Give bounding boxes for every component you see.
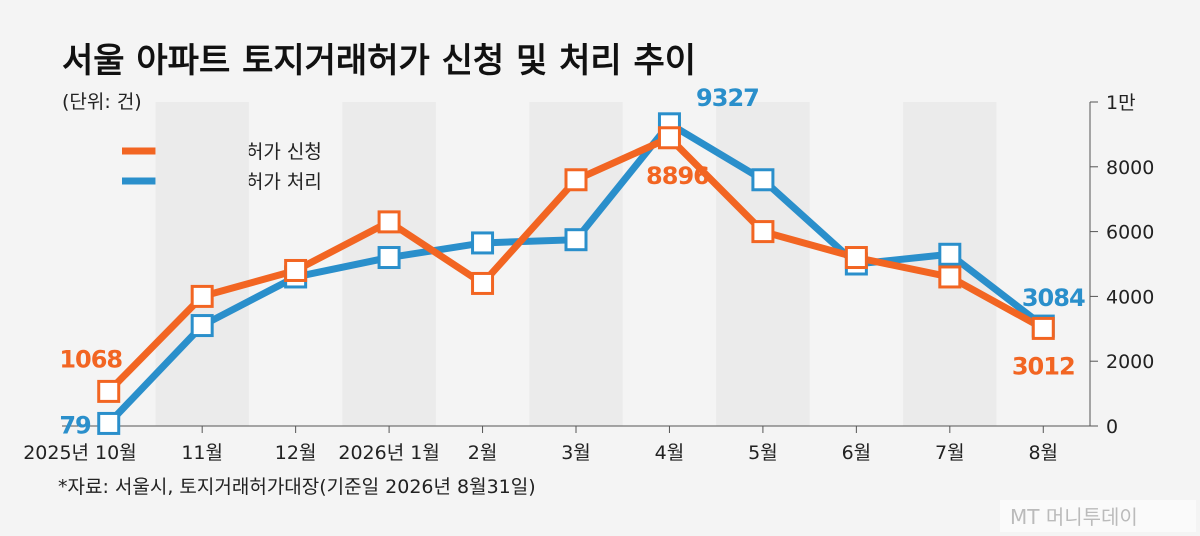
data-point-application <box>1031 316 1055 340</box>
unit-label: (단위: 건) <box>62 91 142 113</box>
y-tick-label: 1만 <box>1106 92 1136 114</box>
data-point-application <box>938 265 962 289</box>
x-tick-label: 3월 <box>561 442 591 464</box>
category-bands <box>155 102 997 426</box>
source-note: *자료: 서울시, 토지거래허가대장(기준일 2026년 8월31일) <box>58 476 536 498</box>
category-band <box>529 102 623 426</box>
data-point-application <box>564 168 588 192</box>
data-point-application <box>97 379 121 403</box>
x-tick-label: 2월 <box>468 442 498 464</box>
x-tick-label: 5월 <box>748 442 778 464</box>
data-point-application <box>844 246 868 270</box>
x-tick-label: 2025년 10월 <box>23 442 137 464</box>
x-tick-label: 7월 <box>935 442 965 464</box>
y-tick-label: 8000 <box>1106 157 1154 179</box>
data-point-processed <box>564 228 588 252</box>
y-tick-label: 6000 <box>1106 222 1154 244</box>
data-labels: 1068 79 9327 8896 3084 3012 <box>59 84 1086 440</box>
data-point-application <box>657 126 681 150</box>
x-tick-label: 4월 <box>655 442 685 464</box>
x-tick-label: 8월 <box>1028 442 1058 464</box>
data-point-application <box>751 220 775 244</box>
watermark-bg <box>1000 500 1196 532</box>
data-label: 8896 <box>646 162 709 190</box>
chart-title: 서울 아파트 토지거래허가 신청 및 처리 추이 <box>62 41 696 81</box>
data-label: 79 <box>59 411 91 439</box>
category-band <box>716 102 810 426</box>
category-band <box>155 102 249 426</box>
y-tick-label: 2000 <box>1106 351 1154 373</box>
data-point-processed <box>97 411 121 435</box>
data-label: 3084 <box>1022 284 1085 312</box>
data-point-application <box>471 271 495 295</box>
data-point-application <box>377 210 401 234</box>
data-point-processed <box>190 314 214 338</box>
series-group <box>97 112 1055 435</box>
data-label: 3012 <box>1012 352 1075 380</box>
data-point-processed <box>377 246 401 270</box>
watermark: MT 머니투데이 <box>1000 500 1196 532</box>
x-tick-label: 2026년 1월 <box>338 442 439 464</box>
data-point-processed <box>938 242 962 266</box>
data-point-application <box>284 258 308 282</box>
y-tick-label: 0 <box>1106 416 1118 438</box>
watermark-text: MT 머니투데이 <box>1010 505 1138 529</box>
x-tick-label: 11월 <box>181 442 223 464</box>
data-point-processed <box>471 231 495 255</box>
y-tick-label: 4000 <box>1106 286 1154 308</box>
x-tick-label: 6월 <box>842 442 872 464</box>
data-point-application <box>190 284 214 308</box>
data-point-processed <box>751 168 775 192</box>
axes: 0 2000 4000 6000 8000 1만 2025년 10월 11월 12월 2026년 … <box>23 92 1154 464</box>
data-label: 9327 <box>696 84 759 112</box>
data-label: 1068 <box>59 345 122 373</box>
x-tick-label: 12월 <box>275 442 317 464</box>
